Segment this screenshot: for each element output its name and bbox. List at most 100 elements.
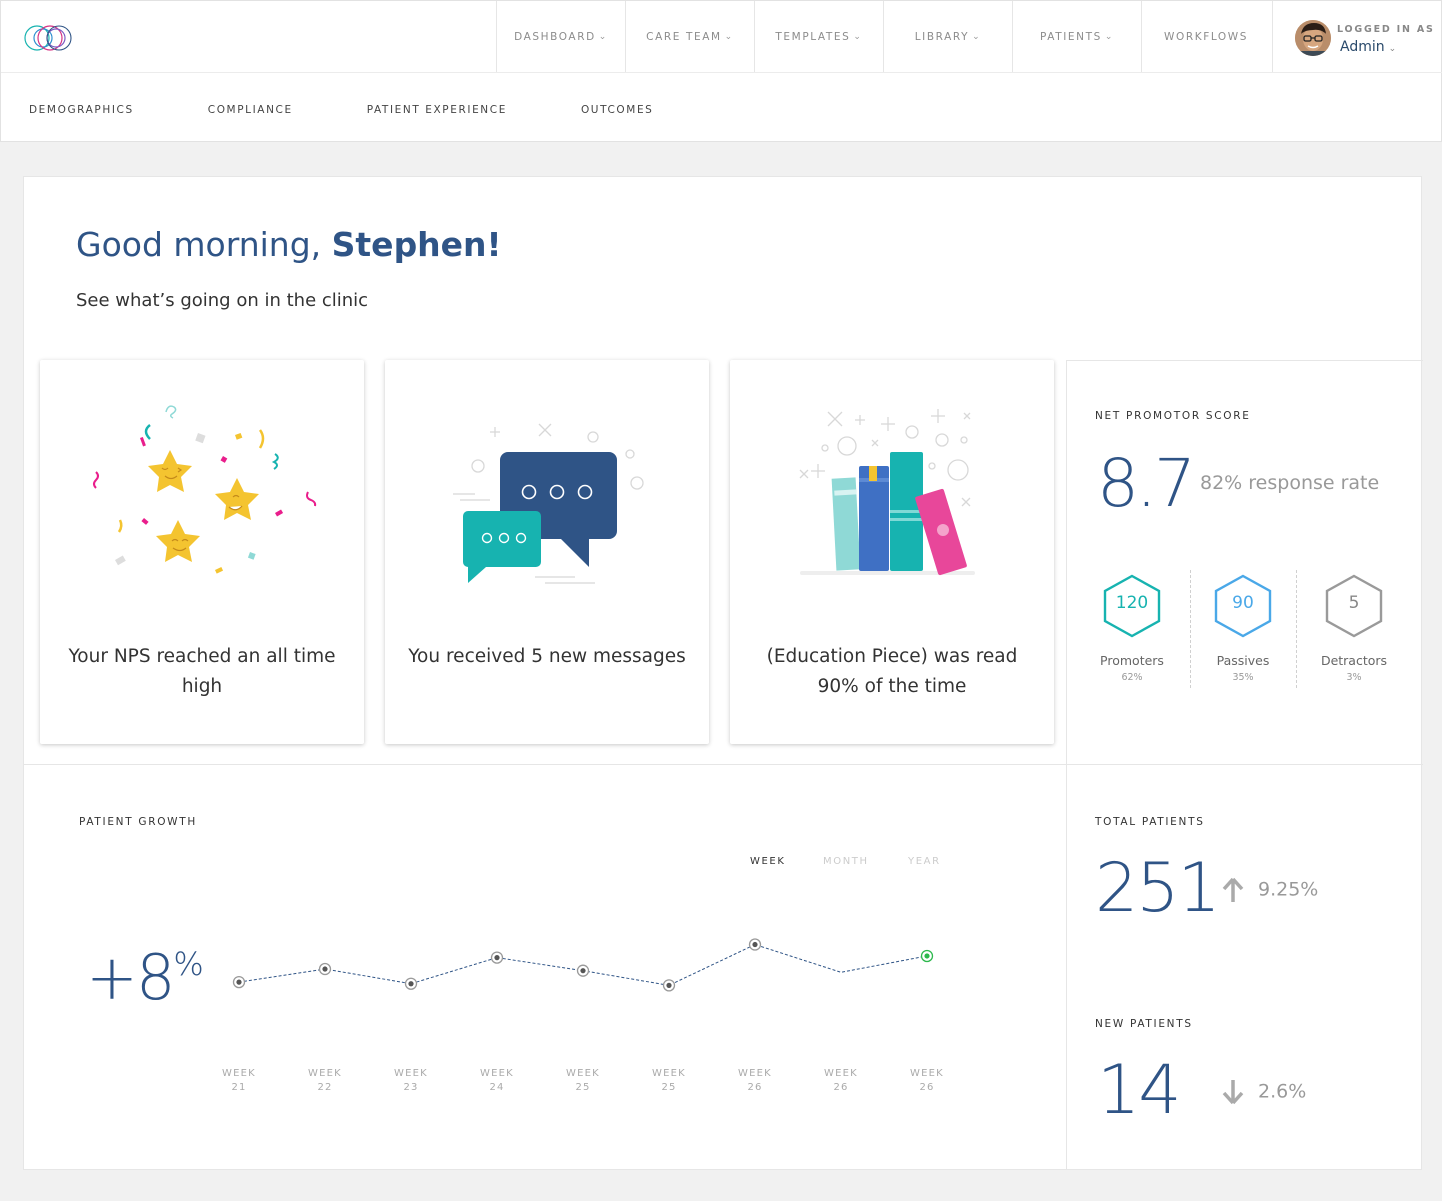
x-tick-label: WEEK xyxy=(738,1068,772,1079)
promoters-percent: 62% xyxy=(1121,672,1143,683)
x-tick-label: WEEK xyxy=(394,1068,428,1079)
growth-number: +8 xyxy=(86,941,175,1014)
card-text: Your NPS reached an all time high xyxy=(68,646,336,697)
data-point[interactable] xyxy=(920,949,934,963)
divider xyxy=(1296,570,1297,688)
user-name-text: Admin xyxy=(1340,39,1385,55)
sub-nav: DEMOGRAPHICS COMPLIANCE PATIENT EXPERIEN… xyxy=(29,104,727,116)
nav-label: PATIENTS xyxy=(1039,30,1102,43)
nav-patients[interactable]: PATIENTS ⌄ xyxy=(1012,1,1141,72)
divider xyxy=(1066,360,1423,361)
nav-label: CARE TEAM xyxy=(646,30,722,43)
nav-label: TEMPLATES xyxy=(775,30,851,43)
chevron-down-icon: ⌄ xyxy=(853,31,863,42)
x-tick-label: WEEK xyxy=(566,1068,600,1079)
range-tab-year[interactable]: YEAR xyxy=(908,856,941,867)
x-tick-label: 23 xyxy=(403,1082,418,1093)
subnav-outcomes[interactable]: OUTCOMES xyxy=(580,104,654,116)
x-tick-label: WEEK xyxy=(910,1068,944,1079)
x-tick-label: 26 xyxy=(833,1082,848,1093)
x-tick-label: 25 xyxy=(575,1082,590,1093)
nav-dashboard[interactable]: DASHBOARD ⌄ xyxy=(496,1,625,72)
subnav-patient-experience[interactable]: PATIENT EXPERIENCE xyxy=(366,104,507,116)
x-tick-label: WEEK xyxy=(480,1068,514,1079)
chevron-down-icon: ⌄ xyxy=(972,31,982,42)
nps-passives[interactable]: 90 Passives 35% xyxy=(1193,573,1293,683)
hexagon-icon xyxy=(1325,574,1383,638)
passives-label: Passives xyxy=(1216,653,1270,668)
main-nav: DASHBOARD ⌄ CARE TEAM ⌄ TEMPLATES ⌄ LIBRARY… xyxy=(496,1,1270,72)
subnav-demographics[interactable]: DEMOGRAPHICS xyxy=(29,104,134,116)
x-tick-label: WEEK xyxy=(222,1068,256,1079)
chevron-down-icon: ⌄ xyxy=(1104,31,1115,42)
x-tick-label: 26 xyxy=(747,1082,762,1093)
patient-growth-label: PATIENT GROWTH xyxy=(79,816,197,828)
logo-icon[interactable] xyxy=(23,21,73,55)
x-tick-label: 22 xyxy=(317,1082,332,1093)
nps-label: NET PROMOTOR SCORE xyxy=(1095,410,1251,422)
data-point[interactable] xyxy=(576,964,590,977)
nav-care-team[interactable]: CARE TEAM ⌄ xyxy=(625,1,754,72)
logged-in-label: LOGGED IN AS xyxy=(1337,24,1435,35)
x-tick-label: WEEK xyxy=(824,1068,858,1079)
range-tab-month[interactable]: MONTH xyxy=(823,856,869,867)
divider xyxy=(24,764,1423,765)
detractors-count: 5 xyxy=(1348,593,1360,613)
stars-confetti-icon xyxy=(93,405,317,574)
subnav-compliance[interactable]: COMPLIANCE xyxy=(207,104,293,116)
user-menu[interactable]: LOGGED IN AS Admin ⌄ xyxy=(1272,1,1442,72)
nav-workflows[interactable]: WORKFLOWS xyxy=(1141,1,1270,72)
chat-bubbles-icon xyxy=(453,423,644,584)
hexagon-icon xyxy=(1103,574,1161,638)
total-patients-change: 9.25% xyxy=(1258,878,1319,901)
data-point[interactable] xyxy=(232,975,246,989)
data-point[interactable] xyxy=(490,951,504,964)
x-tick-label: WEEK xyxy=(652,1068,686,1079)
data-point[interactable] xyxy=(318,962,332,976)
x-tick-label: 26 xyxy=(919,1082,934,1093)
highlight-card-education[interactable]: (Education Piece) was read 90% of the ti… xyxy=(730,360,1054,744)
data-point[interactable] xyxy=(404,977,418,990)
nav-templates[interactable]: TEMPLATES ⌄ xyxy=(754,1,883,72)
x-tick-label: 21 xyxy=(231,1082,246,1093)
nav-library[interactable]: LIBRARY ⌄ xyxy=(883,1,1012,72)
books-icon xyxy=(799,409,975,576)
patient-growth-chart: WEEK 21 WEEK 22 WEEK 23 WEEK 24 WEEK 25 WEEK 25 WEEK… xyxy=(222,938,944,1093)
card-text: (Education Piece) was read 90% of the ti… xyxy=(766,646,1018,697)
highlight-card-messages[interactable]: You received 5 new messages xyxy=(385,360,709,744)
avatar xyxy=(1295,20,1331,56)
total-patients-trend: 9.25% xyxy=(1222,877,1318,903)
chevron-down-icon: ⌄ xyxy=(598,31,608,42)
detractors-label: Detractors xyxy=(1320,653,1388,668)
greeting-name: Stephen! xyxy=(331,225,502,264)
top-header: DASHBOARD ⌄ CARE TEAM ⌄ TEMPLATES ⌄ LIBRARY… xyxy=(0,0,1442,142)
nav-label: WORKFLOWS xyxy=(1163,30,1249,43)
total-patients-label: TOTAL PATIENTS xyxy=(1095,816,1205,828)
new-patients-trend: 2.6% xyxy=(1222,1079,1306,1105)
divider xyxy=(1190,570,1191,688)
growth-value: +8% xyxy=(86,941,204,1014)
user-name[interactable]: Admin ⌄ xyxy=(1340,39,1396,55)
passives-count: 90 xyxy=(1232,593,1254,613)
page-title: Good morning, Stephen! xyxy=(76,225,502,264)
range-tab-week[interactable]: WEEK xyxy=(750,856,786,867)
nps-promoters[interactable]: 120 Promoters 62% xyxy=(1082,573,1182,683)
nps-value: 8.7 xyxy=(1097,445,1196,522)
promoters-label: Promoters xyxy=(1100,653,1164,668)
page-subtitle: See what’s going on in the clinic xyxy=(76,290,369,311)
passives-percent: 35% xyxy=(1232,672,1254,683)
nps-detractors[interactable]: 5 Detractors 3% xyxy=(1304,573,1404,683)
highlight-card-nps[interactable]: Your NPS reached an all time high xyxy=(40,360,364,744)
divider xyxy=(1066,360,1067,1170)
divider xyxy=(1,72,1442,73)
promoters-count: 120 xyxy=(1115,593,1149,613)
x-tick-label: 24 xyxy=(489,1082,504,1093)
arrow-down-icon xyxy=(1222,1080,1244,1105)
data-point[interactable] xyxy=(748,938,762,951)
chevron-down-icon: ⌄ xyxy=(724,31,734,42)
detractors-percent: 3% xyxy=(1346,672,1362,683)
data-point[interactable] xyxy=(662,979,676,992)
chevron-down-icon: ⌄ xyxy=(1388,44,1397,54)
x-tick-label: 25 xyxy=(661,1082,676,1093)
x-tick-label: WEEK xyxy=(308,1068,342,1079)
